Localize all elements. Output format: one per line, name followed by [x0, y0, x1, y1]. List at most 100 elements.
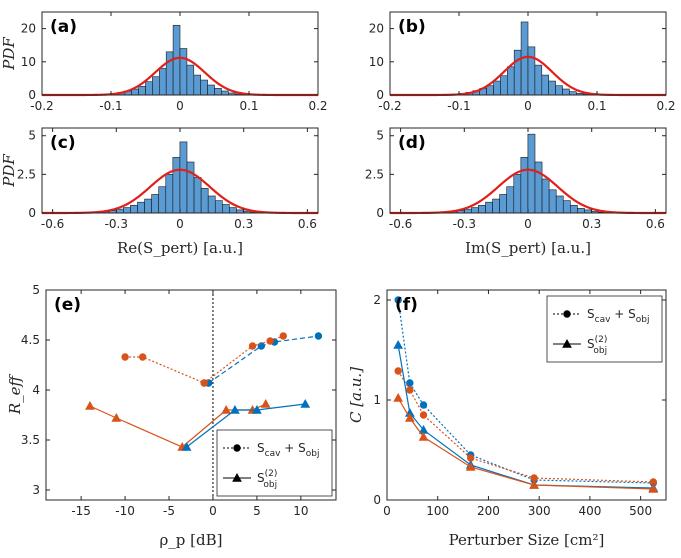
legend-sub: cav — [265, 449, 281, 459]
data-point-triangle — [562, 338, 572, 348]
histogram-bar — [527, 133, 536, 214]
histogram-bar — [214, 200, 223, 214]
y-tick-label: 2.5 — [17, 167, 36, 181]
data-point-circle — [406, 386, 414, 394]
histogram-bar — [115, 208, 124, 214]
data-point-circle — [406, 379, 414, 387]
x-tick-label: 0.1 — [239, 99, 258, 113]
y-tick-label: 4 — [32, 383, 40, 397]
histogram-bar — [179, 141, 188, 214]
x-tick-label: -10 — [115, 504, 135, 518]
histogram-bar — [151, 194, 160, 214]
legend-text: S — [587, 307, 595, 321]
y-tick-label: 5 — [376, 129, 384, 143]
x-tick-label: 0.2 — [656, 99, 675, 113]
histogram-bar — [506, 66, 515, 96]
y-tick-label: 0 — [373, 493, 381, 507]
panel-label: (a) — [50, 17, 77, 37]
legend-sub: obj — [263, 480, 277, 490]
legend-label: S(2) obj — [587, 335, 607, 356]
data-point-triangle — [260, 398, 271, 408]
series-line-blue_tri — [397, 344, 654, 489]
legend-text: + S — [280, 441, 305, 455]
data-point-circle — [248, 342, 257, 350]
histogram-bar — [500, 75, 508, 96]
series-line-cav_obj_blue_pos — [208, 335, 319, 384]
data-point-circle — [279, 332, 287, 340]
y-tick-label: 2.5 — [365, 167, 384, 181]
x-tick-label: -5 — [163, 504, 175, 518]
x-axis-label: Im(S_pert) [a.u.] — [465, 239, 591, 257]
y-tick-label: 20 — [369, 22, 384, 36]
axes-frame — [386, 289, 667, 501]
legend-label: Scav + Sobj — [257, 441, 319, 459]
x-tick-label: 0 — [209, 504, 217, 518]
series-line-obj2_blue — [186, 403, 306, 448]
panel-label: (b) — [398, 17, 426, 37]
data-point-triangle — [232, 472, 242, 482]
x-tick-label: 300 — [528, 504, 551, 518]
x-tick-label: 5 — [253, 504, 261, 518]
y-tick-label: 0 — [28, 206, 36, 220]
legend-sub: obj — [636, 315, 650, 325]
histogram-bar — [513, 174, 522, 214]
histogram-bar — [130, 204, 138, 214]
histogram-bar — [200, 79, 208, 96]
data-point-triangle — [465, 461, 476, 471]
x-tick-label: 0.3 — [234, 217, 253, 231]
y-tick-label: 1 — [373, 393, 381, 407]
histogram-bar — [463, 208, 472, 214]
histogram-bar — [534, 161, 543, 214]
panel-label: (e) — [54, 295, 81, 315]
histogram-bar — [158, 186, 167, 214]
histogram-bar — [577, 208, 585, 214]
histogram-bar — [123, 207, 131, 214]
histogram-bar — [520, 157, 529, 214]
data-point-circle — [233, 444, 241, 452]
histogram-bar — [152, 76, 160, 96]
panel-a: -0.2 -0.1 0 0.1 0.2 0 10 20 (a) PDF — [0, 11, 328, 113]
histogram-bar — [555, 85, 563, 96]
data-point-triangle — [418, 431, 429, 441]
panel-b: -0.2 -0.1 0 0.1 0.2 0 10 20 (b) — [369, 11, 676, 113]
histogram-bar — [229, 207, 237, 214]
histogram-bar — [555, 195, 564, 214]
panel-label: (c) — [50, 133, 76, 153]
x-tick-label: 500 — [629, 504, 652, 518]
x-tick-label: 0.3 — [582, 217, 601, 231]
series-line-cav_obj_orange_neg — [125, 356, 205, 384]
x-tick-label: 400 — [578, 504, 601, 518]
x-tick-label: -0.6 — [41, 217, 64, 231]
histogram-bar — [570, 204, 578, 214]
x-tick-label: -0.1 — [99, 99, 122, 113]
histogram-bar — [541, 74, 549, 96]
x-tick-label: 0.1 — [587, 99, 606, 113]
histogram-bar — [214, 88, 222, 96]
histogram-bar — [499, 194, 508, 214]
legend-sup: (2) — [265, 469, 278, 479]
histogram-bar — [207, 195, 216, 214]
x-tick-label: 0 — [176, 99, 184, 113]
data-point-triangle — [111, 412, 122, 422]
y-tick-label: 20 — [21, 22, 36, 36]
data-point-circle — [419, 411, 428, 419]
histogram-bar — [221, 90, 229, 96]
series-line-blue_circle — [397, 299, 654, 484]
histogram-bar — [541, 178, 550, 214]
histogram-bar — [506, 186, 515, 214]
histogram-bar — [179, 48, 188, 96]
y-axis-label: C [a.u.] — [347, 367, 365, 423]
x-tick-label: -0.6 — [389, 217, 412, 231]
histogram-bar — [165, 51, 174, 96]
x-tick-label: 0 — [176, 217, 184, 231]
histogram-bar — [207, 84, 215, 96]
y-tick-label: 4.5 — [21, 333, 40, 347]
data-point-triangle — [393, 339, 404, 349]
histogram-bar — [138, 86, 146, 96]
data-point-triangle — [230, 404, 240, 414]
x-tick-label: 10 — [293, 504, 308, 518]
histogram-bar — [159, 68, 167, 96]
